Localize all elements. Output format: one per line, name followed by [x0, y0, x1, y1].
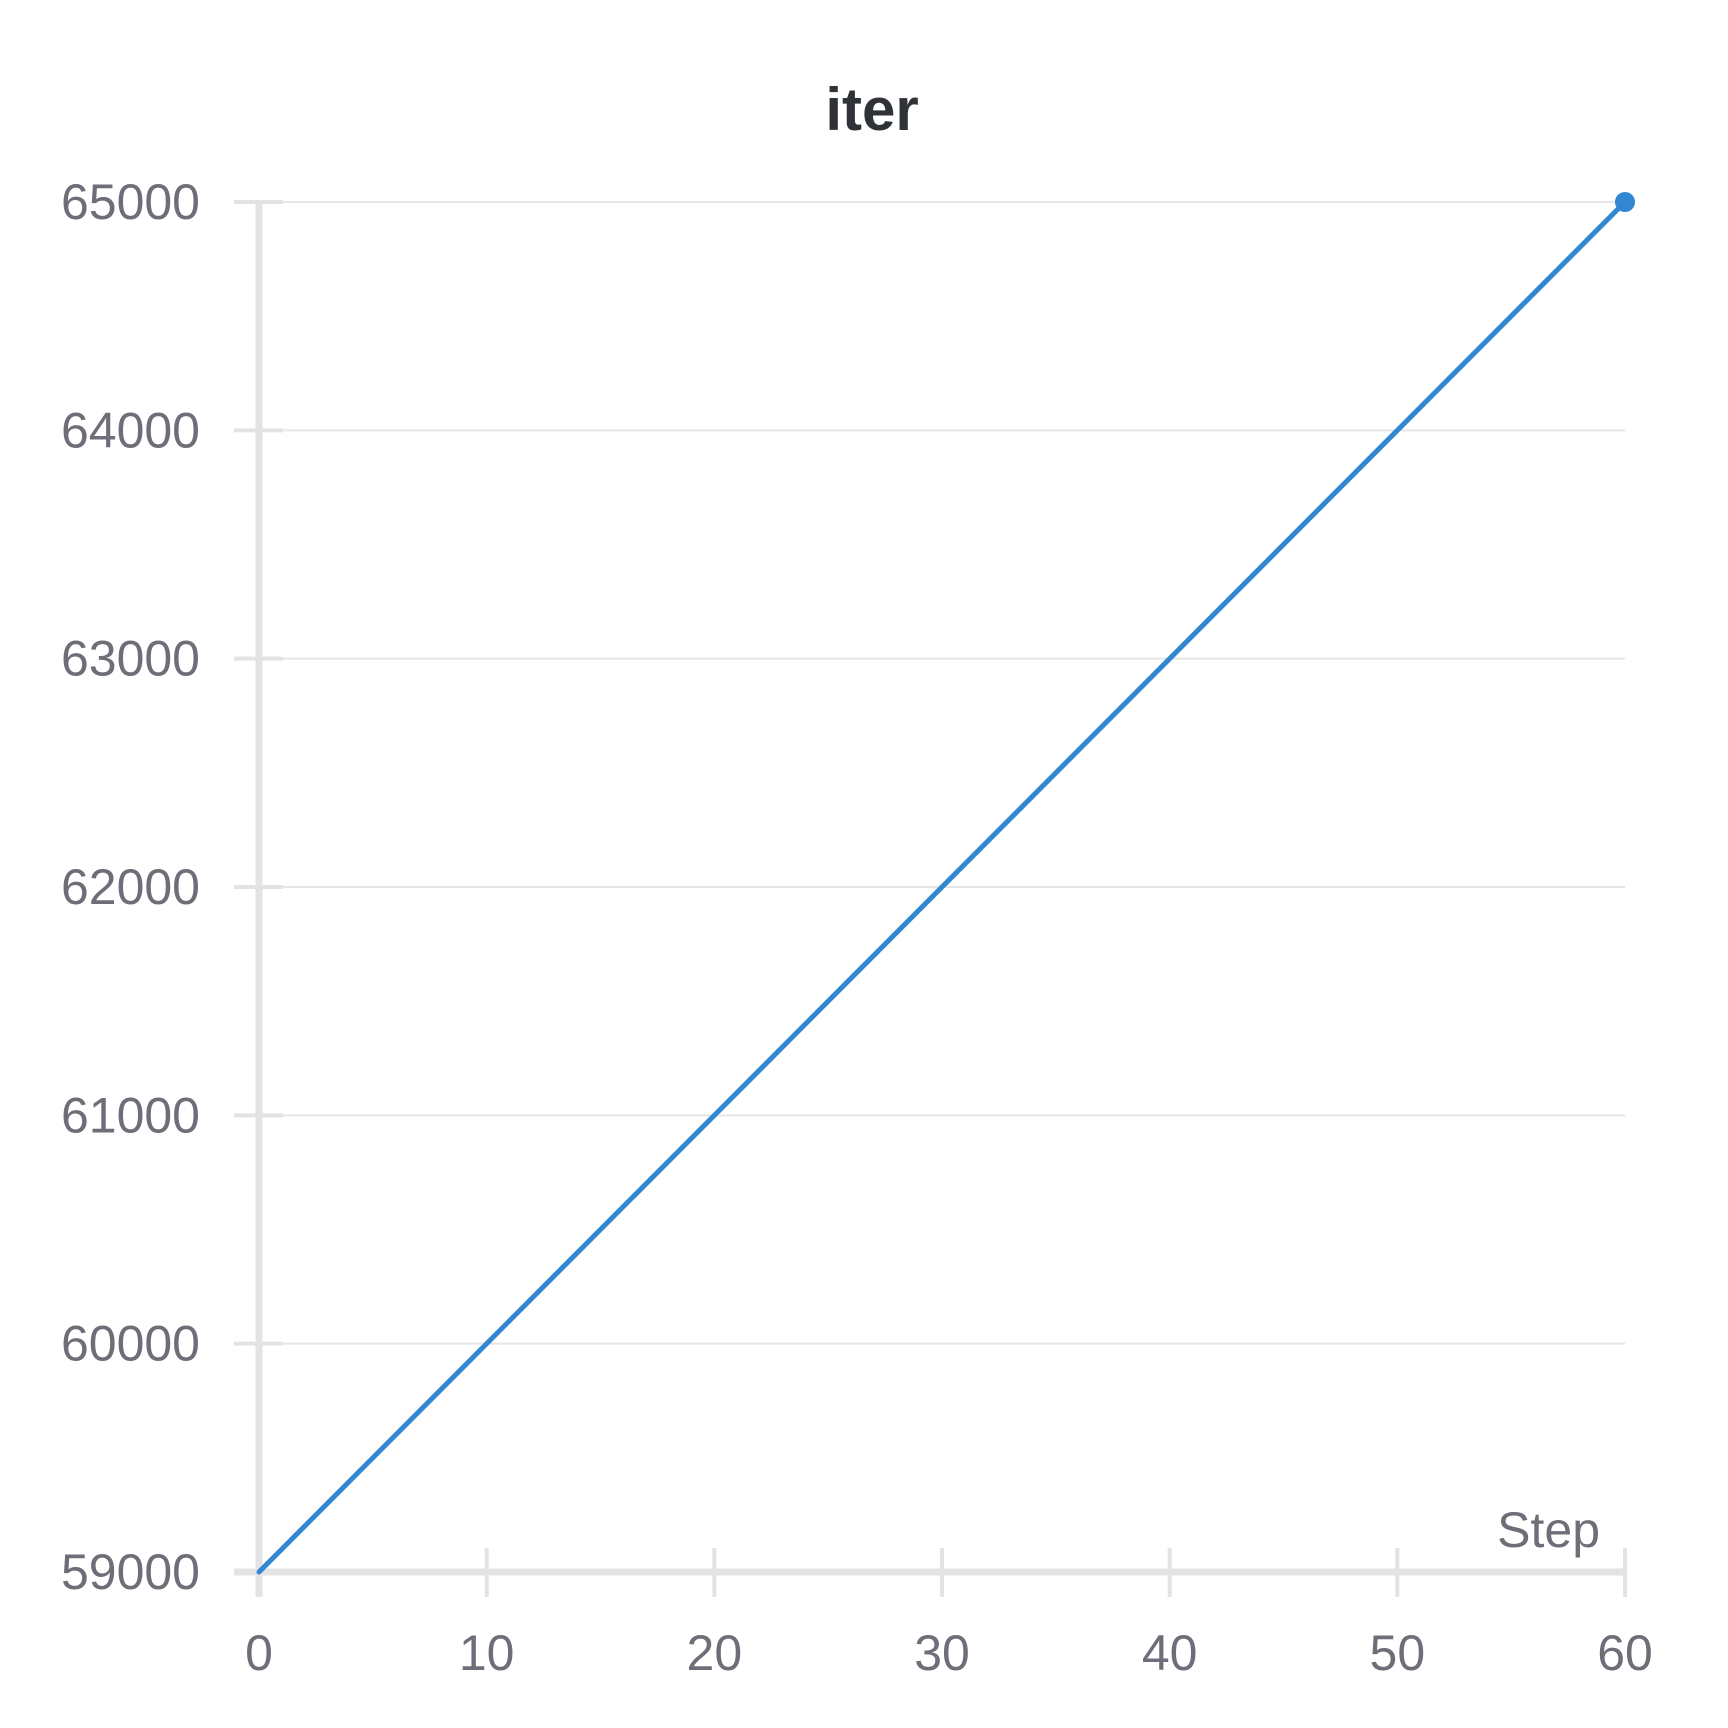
labels: 59000 60000 61000 62000 63000 64000 65000 0 10 20…	[61, 174, 1653, 1681]
y-tick-label: 61000	[61, 1087, 200, 1143]
y-tick-label: 59000	[61, 1544, 200, 1600]
x-tick-label: 0	[245, 1625, 273, 1681]
series-endpoint-marker	[1615, 192, 1635, 212]
x-tick-label: 60	[1597, 1625, 1653, 1681]
chart-title: iter	[825, 76, 918, 143]
series-layer	[256, 192, 1635, 1575]
y-tick-label: 63000	[61, 631, 200, 687]
y-tick-label: 65000	[61, 174, 200, 230]
y-tick-label: 64000	[61, 402, 200, 458]
x-axis-label: Step	[1497, 1502, 1600, 1558]
series-line	[256, 199, 1628, 1575]
axes	[234, 200, 1627, 1597]
x-tick-label: 30	[914, 1625, 970, 1681]
gridlines	[259, 201, 1625, 1345]
y-tick-label: 60000	[61, 1316, 200, 1372]
y-tick-label: 62000	[61, 859, 200, 915]
x-tick-label: 20	[687, 1625, 743, 1681]
x-tick-label: 50	[1370, 1625, 1426, 1681]
x-tick-label: 40	[1142, 1625, 1198, 1681]
x-tick-label: 10	[459, 1625, 515, 1681]
